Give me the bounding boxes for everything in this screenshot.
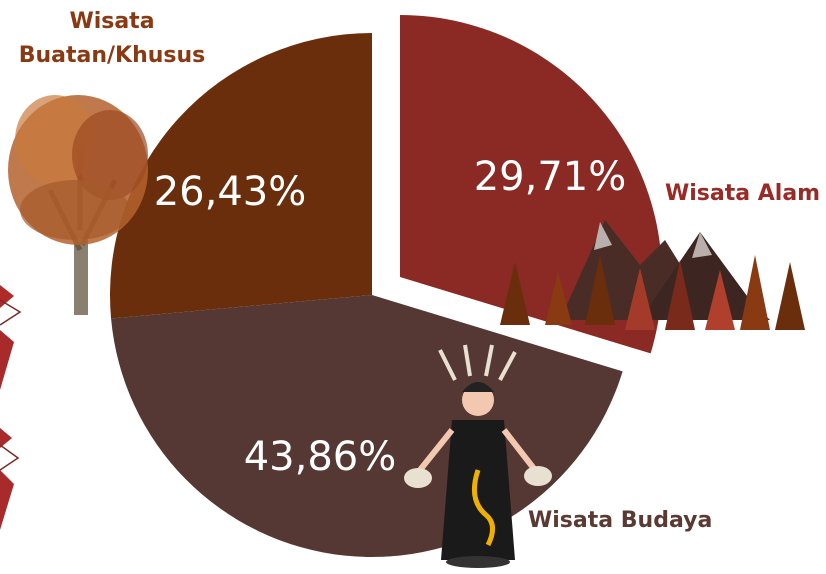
slice-value-label: 26,43% <box>154 169 307 215</box>
category-label-buatan-line1: Wisata <box>69 9 154 34</box>
slice-value-label: 43,86% <box>244 434 397 480</box>
mountain-forest-illustration-icon <box>500 220 805 330</box>
category-label-alam: Wisata Alam <box>665 181 820 206</box>
arrow-decoration-icon <box>0 285 22 530</box>
category-label-budaya: Wisata Budaya <box>528 508 712 533</box>
slice-value-label: 29,71% <box>474 154 627 200</box>
tree-illustration-icon <box>8 95 148 315</box>
pie-slice-wisata-buatan-khusus <box>109 33 372 319</box>
category-label-buatan-line2: Buatan/Khusus <box>19 43 206 68</box>
dayak-dancer-illustration-icon <box>404 344 552 568</box>
